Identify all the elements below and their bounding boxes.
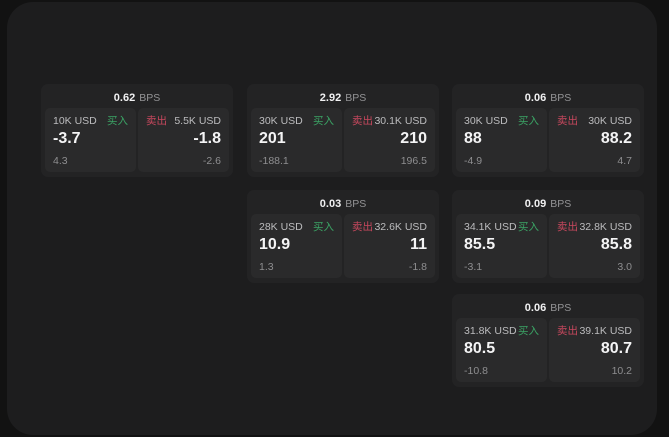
bps-value: 2.92 xyxy=(319,92,342,104)
sell-amount: 30K USD xyxy=(588,115,632,127)
sell-label: 卖出 xyxy=(557,115,578,127)
quote-card-2: 2.92 BPS 30K USD 买入 201 -188.1 卖出 30.1K … xyxy=(247,84,439,177)
quote-card-1: 0.62 BPS 10K USD 买入 -3.7 4.3 卖出 5.5K USD xyxy=(41,84,233,177)
buy-panel[interactable]: 31.8K USD 买入 80.5 -10.8 xyxy=(456,318,547,382)
sell-price: 85.8 xyxy=(600,236,632,253)
buy-label: 买入 xyxy=(313,221,334,233)
buy-amount: 30K USD xyxy=(464,115,508,127)
buy-delta: -188.1 xyxy=(259,155,289,167)
sell-panel[interactable]: 卖出 5.5K USD -1.8 -2.6 xyxy=(138,108,229,172)
bps-unit: BPS xyxy=(139,92,161,104)
buy-delta: 1.3 xyxy=(259,261,274,273)
sell-price: -1.8 xyxy=(193,130,221,147)
buy-amount: 10K USD xyxy=(53,115,97,127)
buy-panel[interactable]: 28K USD 买入 10.9 1.3 xyxy=(251,214,342,278)
buy-label: 买入 xyxy=(518,221,539,233)
buy-amount: 28K USD xyxy=(259,221,303,233)
buy-price: 10.9 xyxy=(259,236,291,253)
bps-value: 0.62 xyxy=(113,92,136,104)
sell-delta: 4.7 xyxy=(617,155,632,167)
bps-value: 0.06 xyxy=(524,92,547,104)
buy-panel[interactable]: 34.1K USD 买入 85.5 -3.1 xyxy=(456,214,547,278)
buy-delta: -10.8 xyxy=(464,365,488,377)
buy-amount: 34.1K USD xyxy=(464,221,517,233)
sell-amount: 39.1K USD xyxy=(579,325,632,337)
sell-label: 卖出 xyxy=(557,221,578,233)
buy-label: 买入 xyxy=(518,325,539,337)
sell-label: 卖出 xyxy=(352,115,373,127)
bps-unit: BPS xyxy=(550,302,572,314)
bps-header: 2.92 BPS xyxy=(251,88,435,108)
sell-panel[interactable]: 卖出 32.8K USD 85.8 3.0 xyxy=(549,214,640,278)
quote-card-5: 0.09 BPS 34.1K USD 买入 85.5 -3.1 卖出 32.8K… xyxy=(452,190,644,283)
sell-amount: 32.8K USD xyxy=(579,221,632,233)
sell-amount: 30.1K USD xyxy=(374,115,427,127)
buy-delta: -3.1 xyxy=(464,261,483,273)
bps-header: 0.62 BPS xyxy=(45,88,229,108)
sell-delta: 196.5 xyxy=(400,155,427,167)
sell-panel[interactable]: 卖出 32.6K USD 11 -1.8 xyxy=(344,214,435,278)
bps-value: 0.03 xyxy=(319,198,342,210)
sell-delta: 3.0 xyxy=(617,261,632,273)
sell-panel[interactable]: 卖出 30.1K USD 210 196.5 xyxy=(344,108,435,172)
sell-price: 88.2 xyxy=(600,130,632,147)
buy-label: 买入 xyxy=(518,115,539,127)
sell-amount: 5.5K USD xyxy=(174,115,221,127)
bps-header: 0.06 BPS xyxy=(456,298,640,318)
buy-price: 85.5 xyxy=(464,236,496,253)
sell-price: 11 xyxy=(410,236,427,253)
sell-delta: -2.6 xyxy=(202,155,221,167)
buy-delta: 4.3 xyxy=(53,155,68,167)
bps-unit: BPS xyxy=(550,198,572,210)
bps-header: 0.03 BPS xyxy=(251,194,435,214)
buy-delta: -4.9 xyxy=(464,155,483,167)
app-window: 0.62 BPS 10K USD 买入 -3.7 4.3 卖出 5.5K USD xyxy=(7,2,657,435)
quote-card-4: 0.03 BPS 28K USD 买入 10.9 1.3 卖出 32.6K US… xyxy=(247,190,439,283)
sell-label: 卖出 xyxy=(557,325,578,337)
quote-card-6: 0.06 BPS 31.8K USD 买入 80.5 -10.8 卖出 39.1… xyxy=(452,294,644,387)
bps-unit: BPS xyxy=(550,92,572,104)
bps-header: 0.09 BPS xyxy=(456,194,640,214)
sell-amount: 32.6K USD xyxy=(374,221,427,233)
buy-label: 买入 xyxy=(313,115,334,127)
sell-panel[interactable]: 卖出 30K USD 88.2 4.7 xyxy=(549,108,640,172)
buy-amount: 30K USD xyxy=(259,115,303,127)
sell-delta: 10.2 xyxy=(611,365,632,377)
sell-delta: -1.8 xyxy=(408,261,427,273)
bps-value: 0.09 xyxy=(524,198,547,210)
bps-unit: BPS xyxy=(345,198,367,210)
bps-header: 0.06 BPS xyxy=(456,88,640,108)
buy-label: 买入 xyxy=(107,115,128,127)
buy-panel[interactable]: 10K USD 买入 -3.7 4.3 xyxy=(45,108,136,172)
buy-price: 201 xyxy=(259,130,286,147)
buy-panel[interactable]: 30K USD 买入 201 -188.1 xyxy=(251,108,342,172)
sell-panel[interactable]: 卖出 39.1K USD 80.7 10.2 xyxy=(549,318,640,382)
buy-price: -3.7 xyxy=(53,130,81,147)
sell-price: 80.7 xyxy=(600,340,632,357)
sell-label: 卖出 xyxy=(352,221,373,233)
bps-unit: BPS xyxy=(345,92,367,104)
buy-panel[interactable]: 30K USD 买入 88 -4.9 xyxy=(456,108,547,172)
quote-card-3: 0.06 BPS 30K USD 买入 88 -4.9 卖出 30K USD xyxy=(452,84,644,177)
buy-price: 80.5 xyxy=(464,340,496,357)
sell-label: 卖出 xyxy=(146,115,167,127)
sell-price: 210 xyxy=(400,130,427,147)
buy-price: 88 xyxy=(464,130,482,147)
buy-amount: 31.8K USD xyxy=(464,325,517,337)
bps-value: 0.06 xyxy=(524,302,547,314)
